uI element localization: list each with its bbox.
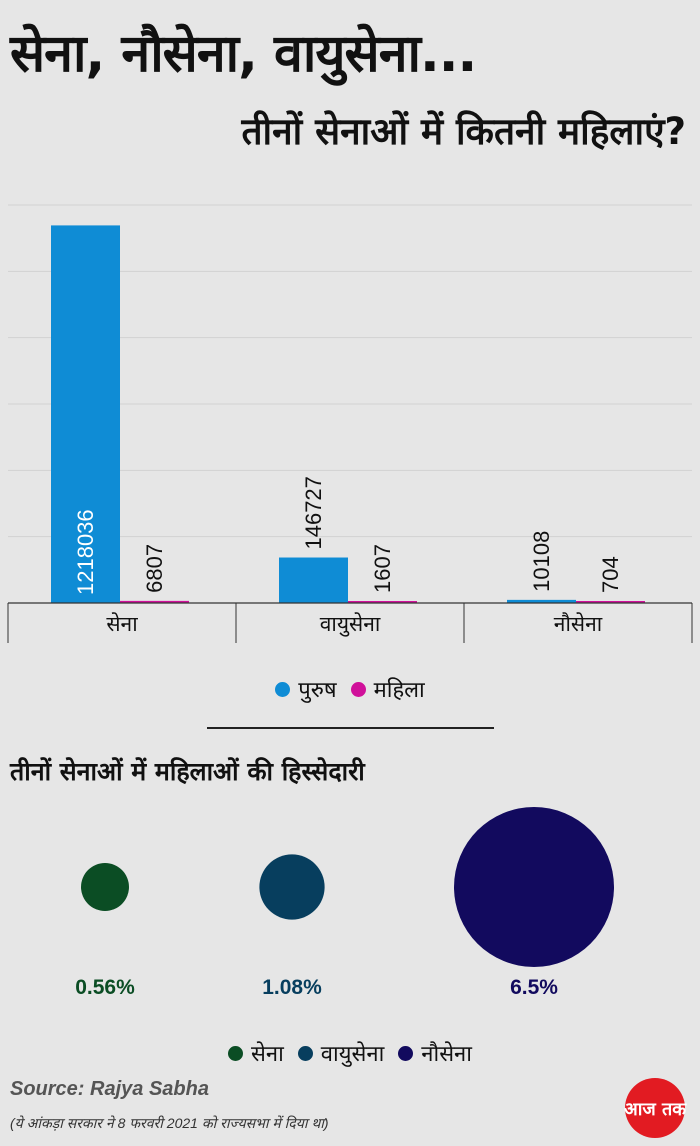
bar-value-label: 1218036 bbox=[73, 509, 98, 595]
legend-dot-female bbox=[350, 681, 366, 697]
legend-dot-male bbox=[275, 681, 291, 697]
share-value-label: 6.5% bbox=[510, 976, 558, 999]
share-value-label: 1.08% bbox=[262, 976, 322, 999]
legend-item-army: सेना bbox=[228, 1038, 284, 1068]
legend-item-navy: नौसेना bbox=[398, 1038, 472, 1068]
legend-label-army: सेना bbox=[251, 1042, 284, 1067]
bar-legend: पुरुष महिला bbox=[0, 674, 700, 704]
bubble-chart: 0.56% 1.08% 6.5% bbox=[75, 807, 614, 999]
bar-value-label: 704 bbox=[598, 556, 623, 593]
bar-male bbox=[279, 557, 348, 603]
x-tick-label: सेना bbox=[106, 612, 138, 636]
bar-value-label: 10108 bbox=[529, 531, 554, 592]
bar-value-label: 1607 bbox=[370, 544, 395, 593]
legend-label-airforce: वायुसेना bbox=[320, 1042, 385, 1067]
share-chart-title: तीनों सेनाओं में महिलाओं की हिस्सेदारी bbox=[10, 757, 365, 786]
page-subtitle: तीनों सेनाओं में कितनी महिलाएं? bbox=[241, 110, 686, 153]
legend-dot-navy bbox=[398, 1045, 414, 1061]
share-bubble bbox=[259, 854, 325, 920]
legend-label-navy: नौसेना bbox=[421, 1042, 472, 1067]
legend-dot-airforce bbox=[297, 1045, 313, 1061]
bar-male bbox=[51, 225, 120, 603]
aajtak-logo: आज तक bbox=[624, 1078, 687, 1138]
bar-female bbox=[120, 600, 189, 603]
x-tick-label: नौसेना bbox=[554, 612, 603, 636]
legend-dot-army bbox=[228, 1045, 244, 1061]
source-text: Source: Rajya Sabha bbox=[10, 1078, 209, 1100]
bar-male bbox=[507, 599, 576, 603]
page-title: सेना, नौसेना, वायुसेना... bbox=[10, 24, 477, 84]
source-note: (ये आंकड़ा सरकार ने 8 फरवरी 2021 को राज्… bbox=[10, 1115, 329, 1131]
legend-item-female: महिला bbox=[350, 674, 425, 704]
share-value-label: 0.56% bbox=[75, 976, 135, 999]
bubble-legend: सेना वायुसेना नौसेना bbox=[0, 1038, 700, 1068]
bar-female bbox=[576, 601, 645, 603]
share-bubble bbox=[81, 863, 129, 911]
bar-female bbox=[348, 601, 417, 603]
bar-value-label: 6807 bbox=[142, 544, 167, 593]
legend-label-female: महिला bbox=[373, 678, 425, 703]
legend-item-male: पुरुष bbox=[275, 674, 337, 704]
legend-label-male: पुरुष bbox=[298, 678, 337, 703]
x-tick-label: वायुसेना bbox=[320, 612, 381, 637]
share-bubble bbox=[454, 807, 614, 967]
section-divider bbox=[207, 727, 494, 729]
svg-text:आज तक: आज तक bbox=[624, 1099, 687, 1120]
bar-value-label: 146727 bbox=[301, 476, 326, 549]
legend-item-airforce: वायुसेना bbox=[297, 1038, 385, 1068]
